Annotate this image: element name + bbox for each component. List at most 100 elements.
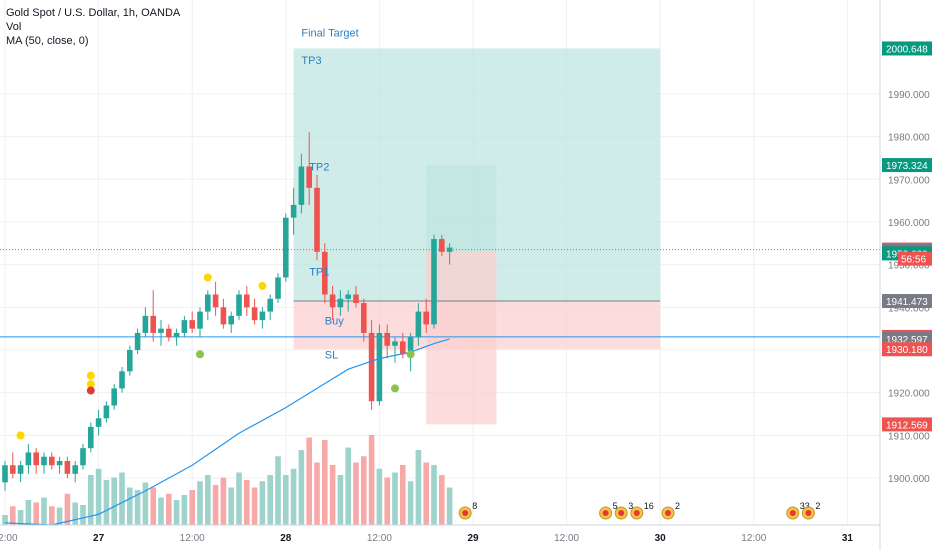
candle[interactable] [376, 332, 383, 402]
signal-dot [203, 273, 212, 282]
symbol-title[interactable]: Gold Spot / U.S. Dollar, 1h, OANDA [6, 7, 181, 19]
volume-bar [283, 475, 289, 525]
candle[interactable] [415, 311, 422, 338]
candle[interactable] [236, 294, 242, 316]
volume-bar [2, 515, 8, 525]
candle[interactable] [384, 332, 390, 346]
candle[interactable] [10, 465, 16, 474]
candle[interactable] [173, 332, 180, 338]
candle[interactable] [439, 239, 445, 252]
volume-bar [314, 462, 320, 525]
candle[interactable] [41, 456, 47, 466]
time-tick-label: 30 [655, 533, 667, 544]
candle[interactable] [49, 456, 55, 466]
candle[interactable] [220, 307, 227, 325]
price-axis[interactable]: 1900.0001910.0001920.0001930.0001940.000… [879, 0, 932, 550]
volume-bar [251, 487, 258, 525]
candle[interactable] [72, 465, 78, 474]
volume-bar [64, 493, 71, 525]
candle[interactable] [158, 328, 164, 333]
candle[interactable] [306, 166, 312, 188]
event-flag-dot [805, 510, 812, 516]
signal-dot [406, 350, 415, 359]
candle[interactable] [228, 315, 234, 325]
volume-bar [95, 468, 102, 525]
volume-bar [236, 472, 242, 525]
candle[interactable] [345, 294, 351, 299]
event-markers[interactable]: 8 5 3 16 2 33 2 [458, 501, 820, 520]
candle[interactable] [431, 239, 437, 325]
volume-bar [267, 475, 273, 525]
ma-indicator-label[interactable]: MA (50, close, 0) [6, 35, 89, 47]
candle[interactable] [2, 465, 8, 483]
candle[interactable] [423, 311, 429, 325]
candle[interactable] [181, 320, 188, 333]
annotation-label: SL [325, 350, 338, 362]
candle[interactable] [150, 315, 156, 333]
volume-indicator-label[interactable]: Vol [6, 21, 22, 33]
time-axis[interactable]: 12:00 27 12:00 28 12:00 29 12:00 30 12:00 31 [0, 524, 880, 544]
volume-bar [72, 502, 78, 525]
candle[interactable] [95, 418, 102, 427]
candle[interactable] [322, 251, 328, 295]
price-label-badge[interactable] [882, 294, 932, 309]
candle[interactable] [119, 371, 125, 389]
candle[interactable] [368, 332, 375, 402]
candle[interactable] [103, 405, 110, 419]
event-count: 33 [800, 501, 810, 511]
price-label-badge[interactable] [882, 342, 932, 357]
candle[interactable] [17, 465, 24, 474]
candle[interactable] [392, 341, 398, 346]
candle[interactable] [197, 311, 203, 329]
candle[interactable] [275, 277, 281, 299]
signal-dot [16, 431, 25, 440]
candle[interactable] [407, 337, 414, 355]
candle[interactable] [189, 320, 195, 329]
candle[interactable] [111, 388, 117, 406]
candle[interactable] [127, 350, 133, 372]
price-label-badge[interactable] [882, 158, 932, 173]
candle[interactable] [353, 294, 359, 304]
volume-bar [150, 487, 156, 525]
volume-bar [345, 447, 351, 525]
candle[interactable] [134, 332, 141, 350]
candle[interactable] [446, 247, 453, 252]
volume-bar [361, 456, 367, 525]
volume-bar [189, 490, 195, 525]
candle[interactable] [142, 315, 149, 333]
candle[interactable] [25, 452, 32, 466]
volume-bar [376, 468, 383, 525]
candle[interactable] [400, 341, 406, 355]
candle[interactable] [329, 294, 336, 308]
time-tick-label: 31 [842, 533, 854, 544]
candle[interactable] [244, 294, 250, 308]
candle[interactable] [290, 204, 297, 218]
candle[interactable] [283, 217, 289, 278]
time-tick-label: 29 [467, 533, 479, 544]
candle[interactable] [337, 298, 344, 308]
price-label-badge[interactable] [882, 417, 932, 432]
position-zones[interactable] [293, 48, 661, 425]
position-target-zone[interactable] [426, 165, 497, 251]
candles[interactable] [2, 132, 453, 491]
candle[interactable] [298, 166, 305, 205]
price-tick-label: 1920.000 [888, 389, 930, 400]
candle[interactable] [361, 303, 367, 333]
candle[interactable] [212, 294, 219, 308]
candle[interactable] [56, 460, 63, 466]
candle[interactable] [314, 187, 320, 252]
time-tick-label: 12:00 [741, 533, 766, 544]
volume-bar [337, 475, 344, 525]
candle[interactable] [166, 328, 172, 338]
position-stop-zone[interactable] [426, 250, 497, 425]
candle[interactable] [267, 298, 273, 312]
candle[interactable] [80, 448, 86, 466]
candle[interactable] [33, 452, 39, 466]
candle[interactable] [259, 311, 266, 321]
candle[interactable] [88, 426, 94, 449]
candle[interactable] [64, 460, 71, 474]
candle[interactable] [205, 294, 211, 312]
candle[interactable] [251, 307, 258, 321]
price-label-badge[interactable] [882, 41, 932, 56]
